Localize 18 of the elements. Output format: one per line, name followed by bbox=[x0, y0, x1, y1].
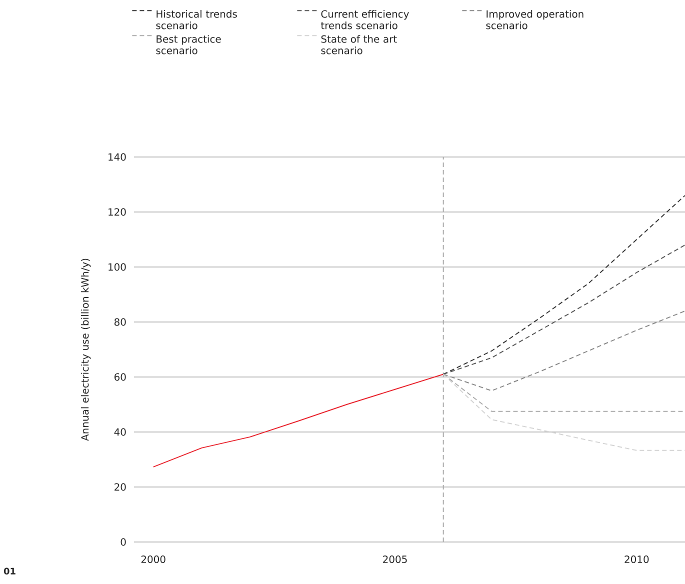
y-axis-title: Annual electricity use (billion kWh/y) bbox=[80, 258, 91, 441]
legend-label: State of the art scenario bbox=[321, 35, 397, 54]
y-tick-label: 80 bbox=[114, 318, 126, 326]
x-tick-label: 2005 bbox=[383, 556, 407, 564]
y-tick-label: 120 bbox=[108, 208, 126, 216]
legend-label: Improved operation scenario bbox=[486, 10, 584, 30]
legend-label: Historical trends scenario bbox=[156, 10, 237, 30]
x-tick-label: 2010 bbox=[624, 556, 649, 564]
x-tick-label: 2000 bbox=[141, 556, 166, 564]
y-tick-label: 0 bbox=[120, 538, 126, 546]
y-tick-label: 20 bbox=[114, 483, 126, 491]
text: 01 bbox=[4, 568, 16, 574]
legend-label: Current efficiency trends scenario bbox=[320, 10, 409, 30]
legend-label: Best practice scenario bbox=[156, 35, 221, 54]
y-tick-label: 40 bbox=[114, 428, 126, 436]
y-tick-label: 100 bbox=[108, 263, 126, 271]
y-tick-label: 60 bbox=[114, 373, 126, 381]
y-tick-label: 140 bbox=[108, 153, 126, 161]
